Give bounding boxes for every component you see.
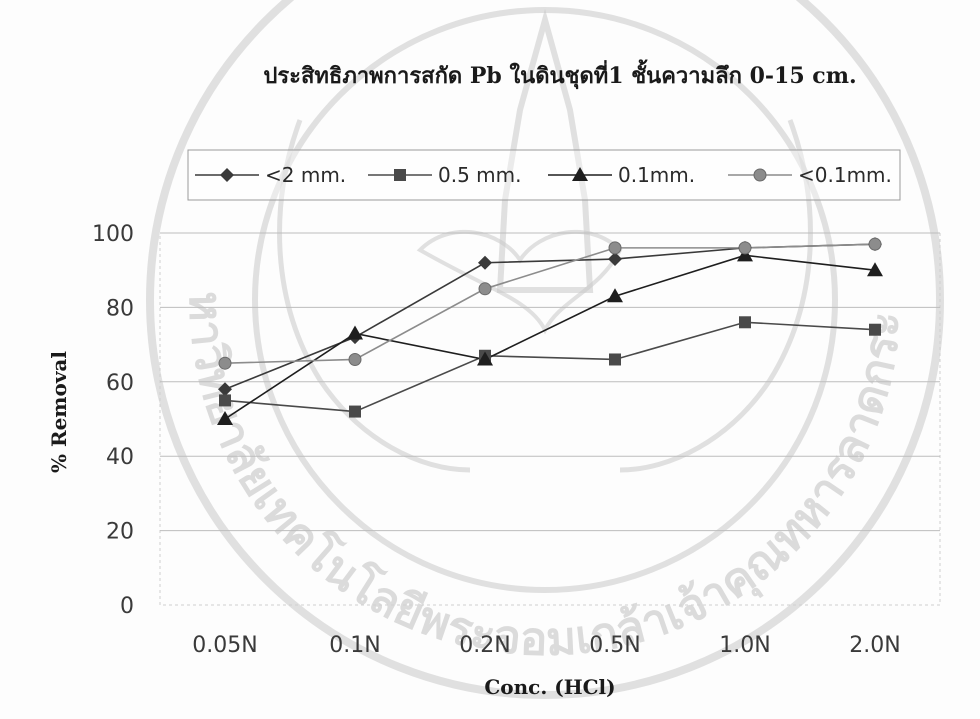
series-3-point xyxy=(607,288,623,303)
y-axis-title: % Removal xyxy=(47,351,71,473)
chart-title: ประสิทธิภาพการสกัด Pb ในดินชุดที่1 ชั้นค… xyxy=(263,59,856,90)
y-tick-label: 40 xyxy=(106,445,134,470)
series-4-point xyxy=(738,241,752,255)
watermark-text: มหาวิทยาลัยเทคโนโลยีพระจอมเกล้าเจ้าคุณทห… xyxy=(0,0,911,666)
series-4-point xyxy=(348,352,362,366)
legend-marker xyxy=(394,169,406,181)
y-tick-label: 80 xyxy=(106,296,134,321)
series-1-point xyxy=(478,255,492,270)
series-line-2 xyxy=(224,321,876,413)
x-tick-label: 1.0N xyxy=(719,633,770,658)
legend-marker xyxy=(572,167,588,181)
series-lines xyxy=(224,243,876,420)
series-4-point xyxy=(608,241,622,255)
legend-label: 0.1mm. xyxy=(618,163,695,187)
y-tick-label: 100 xyxy=(92,222,134,247)
series-line-4 xyxy=(224,243,876,364)
series-markers xyxy=(217,237,883,425)
series-2-point xyxy=(739,316,751,329)
legend-marker xyxy=(220,168,234,182)
series-3-point xyxy=(347,325,363,340)
series-2-point xyxy=(219,394,231,407)
series-2-point xyxy=(609,353,621,366)
legend-label: <0.1mm. xyxy=(798,163,892,187)
x-tick-label: 0.1N xyxy=(329,633,380,658)
series-4-point xyxy=(218,356,232,370)
series-3-point xyxy=(867,262,883,277)
x-tick-label: 2.0N xyxy=(849,633,900,658)
series-3-point xyxy=(477,351,493,366)
series-1-point xyxy=(608,252,622,267)
y-tick-label: 0 xyxy=(120,594,134,619)
y-axis-ticks: 0 20 40 60 80 100 xyxy=(92,222,134,619)
x-axis-title: Conc. (HCl) xyxy=(484,675,615,699)
series-2-point xyxy=(869,323,881,336)
x-axis-ticks: 0.05N 0.1N 0.2N 0.5N 1.0N 2.0N xyxy=(192,633,900,658)
x-tick-label: 0.2N xyxy=(459,633,510,658)
series-4-point xyxy=(868,237,882,251)
series-1-point xyxy=(218,382,232,397)
legend-label: 0.5 mm. xyxy=(438,163,522,187)
legend-label: <2 mm. xyxy=(265,163,346,187)
series-line-3 xyxy=(224,254,876,420)
university-seal-watermark: มหาวิทยาลัยเทคโนโลยีพระจอมเกล้าเจ้าคุณทห… xyxy=(0,0,944,699)
x-tick-label: 0.05N xyxy=(192,633,257,658)
series-4-point xyxy=(478,282,492,296)
series-3-point xyxy=(217,411,233,425)
y-tick-label: 60 xyxy=(106,371,134,396)
legend-marker xyxy=(753,168,767,182)
series-2-point xyxy=(349,405,361,418)
legend: <2 mm. 0.5 mm. 0.1mm. <0.1mm. xyxy=(195,163,892,187)
x-tick-label: 0.5N xyxy=(589,633,640,658)
grid xyxy=(160,232,940,532)
y-tick-label: 20 xyxy=(106,520,134,545)
